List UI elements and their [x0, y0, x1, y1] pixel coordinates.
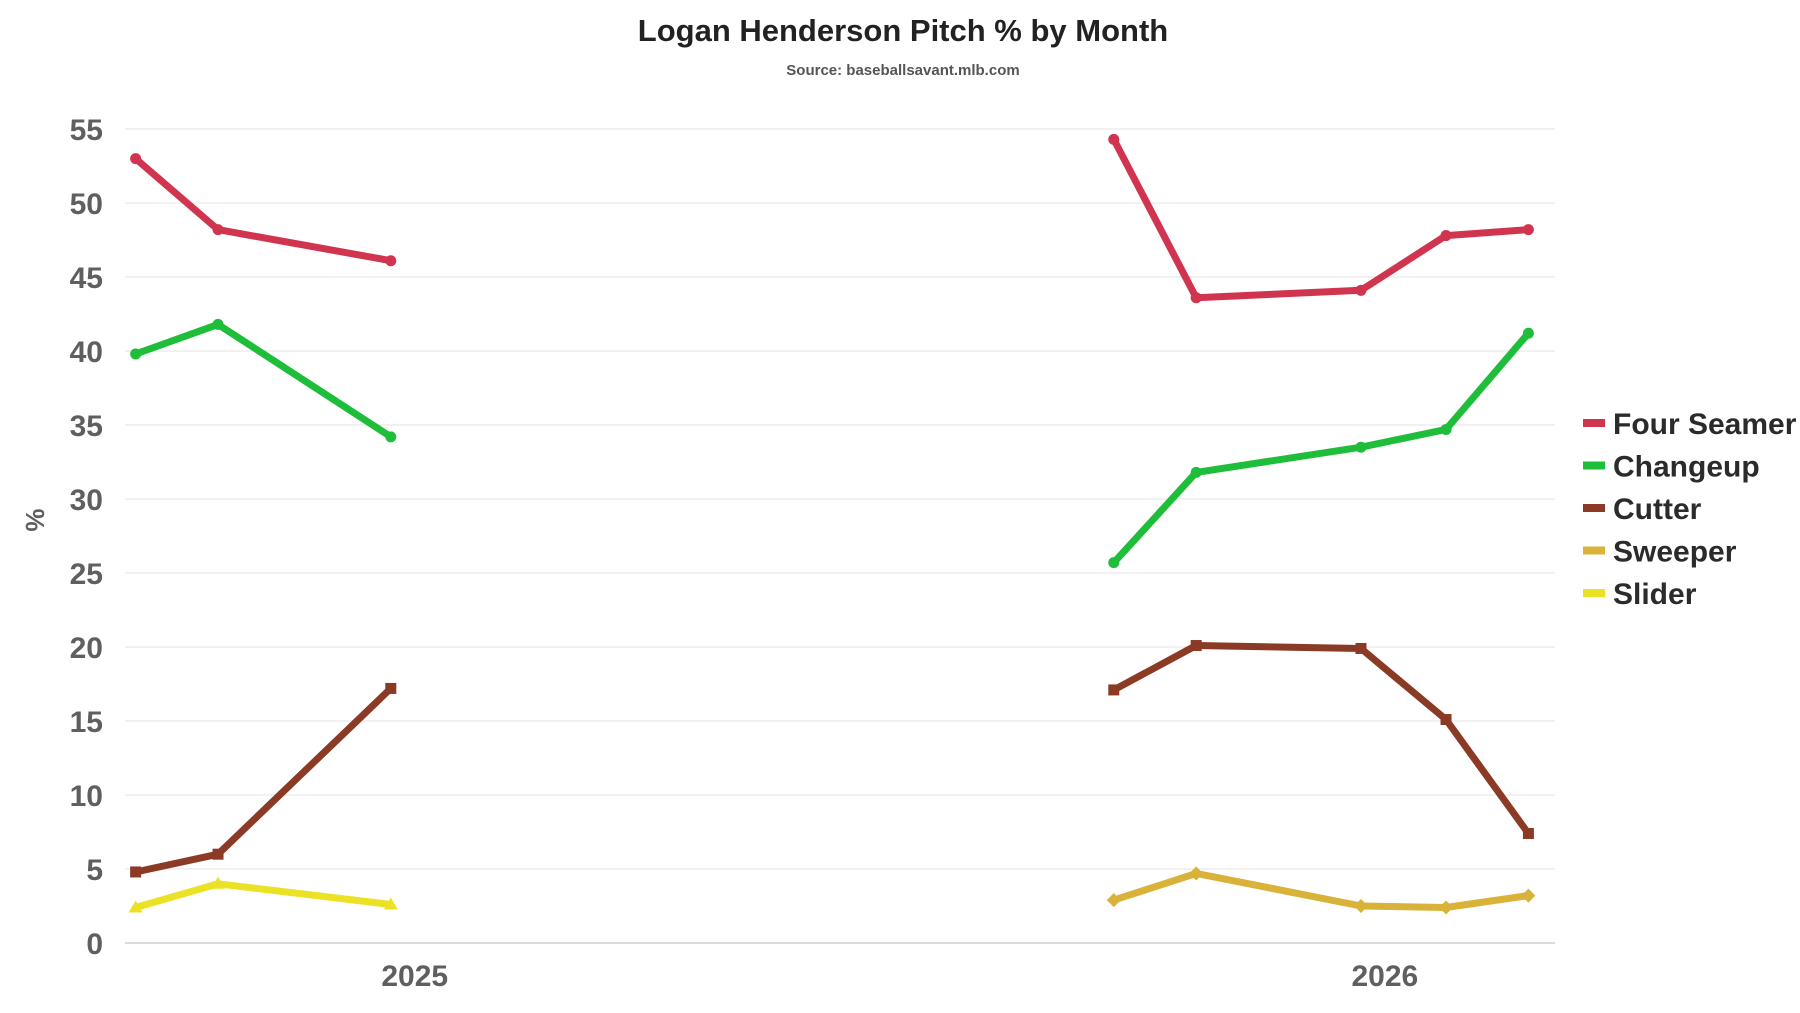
chart-subtitle: Source: baseballsavant.mlb.com: [786, 62, 1019, 79]
data-point: [385, 431, 397, 443]
series-slider: [128, 876, 398, 913]
y-tick-label: 15: [70, 706, 103, 739]
y-tick-label: 5: [86, 854, 103, 887]
data-point: [1521, 888, 1536, 903]
grid-lines: [125, 128, 1555, 944]
series-line: [1110, 329, 1532, 567]
y-tick-label: 45: [70, 262, 103, 295]
data-point: [1440, 230, 1452, 242]
data-point: [1440, 714, 1452, 726]
data-point: [130, 348, 142, 360]
y-tick-label: 0: [86, 928, 103, 961]
data-point: [1353, 899, 1368, 913]
data-point: [130, 153, 142, 165]
data-point: [128, 900, 143, 913]
legend-label: Cutter: [1613, 493, 1702, 526]
x-tick-label: 2025: [381, 960, 448, 993]
legend-item[interactable]: Four Seamer: [1583, 408, 1797, 441]
data-point: [1440, 423, 1452, 435]
data-point: [212, 318, 224, 330]
data-point: [385, 682, 397, 694]
legend-label: Slider: [1613, 578, 1697, 611]
y-tick-label: 35: [70, 410, 103, 443]
data-point: [211, 876, 226, 889]
data-point: [1439, 900, 1454, 915]
y-tick-label: 55: [70, 114, 103, 147]
data-point: [212, 224, 224, 236]
legend-item[interactable]: Cutter: [1583, 493, 1702, 526]
data-point: [1190, 292, 1202, 304]
y-tick-label: 25: [70, 558, 103, 591]
data-point: [1108, 684, 1120, 696]
data-point: [1190, 640, 1202, 652]
legend-swatch: [1583, 461, 1605, 470]
series-line: [132, 880, 395, 911]
data-point: [383, 897, 398, 910]
y-axis-label: %: [20, 508, 50, 531]
data-point: [385, 255, 397, 267]
data-point: [1108, 557, 1120, 569]
series-changeup: [130, 318, 1534, 569]
legend: Four Seamer Changeup Cutter Sweeper Slider: [1583, 408, 1797, 611]
series-four-seamer: [130, 133, 1534, 304]
y-tick-label: 30: [70, 484, 103, 517]
legend-swatch: [1583, 419, 1605, 427]
y-tick-label: 20: [70, 632, 103, 665]
data-point: [1522, 224, 1534, 236]
legend-label: Four Seamer: [1613, 408, 1797, 441]
legend-label: Sweeper: [1613, 536, 1737, 569]
data-point: [1190, 466, 1202, 478]
y-tick-label: 40: [70, 336, 103, 369]
legend-item[interactable]: Changeup: [1583, 451, 1760, 484]
legend-swatch: [1583, 546, 1605, 555]
chart-title: Logan Henderson Pitch % by Month: [638, 13, 1168, 48]
y-tick-label: 10: [70, 780, 103, 813]
series-cutter: [130, 640, 1534, 878]
data-point: [1108, 133, 1120, 145]
series-lines: [128, 133, 1536, 915]
legend-item[interactable]: Slider: [1583, 578, 1697, 611]
series-line: [132, 320, 395, 441]
legend-label: Changeup: [1613, 451, 1760, 484]
y-tick-label: 50: [70, 188, 103, 221]
x-tick-label: 2026: [1352, 960, 1419, 993]
series-sweeper: [1106, 866, 1536, 915]
data-point: [130, 866, 142, 878]
data-point: [1189, 866, 1204, 881]
legend-swatch: [1583, 589, 1605, 597]
series-line: [1110, 869, 1532, 911]
data-point: [1355, 441, 1367, 453]
legend-item[interactable]: Sweeper: [1583, 536, 1737, 569]
series-line: [1110, 642, 1532, 837]
legend-swatch: [1583, 504, 1605, 512]
data-point: [1522, 827, 1534, 839]
data-point: [1106, 893, 1121, 908]
data-point: [1522, 327, 1534, 339]
series-line: [132, 155, 395, 265]
y-tick-labels: 0 5 10 15 20 25 30 35 40 45 50 55: [70, 114, 103, 961]
data-point: [1355, 642, 1367, 654]
data-point: [1355, 284, 1367, 296]
data-point: [212, 848, 224, 860]
x-tick-labels: 2025 2026: [381, 960, 1418, 993]
series-line: [1110, 135, 1532, 302]
series-line: [132, 684, 395, 876]
